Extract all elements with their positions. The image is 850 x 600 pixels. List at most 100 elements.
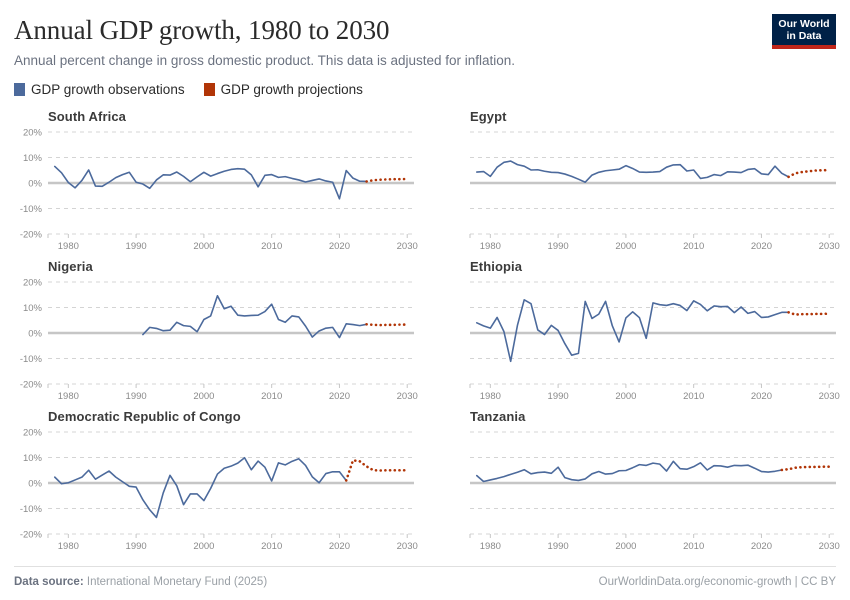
x-tick-label: 1990 [548,391,569,402]
owid-logo-line2: in Data [786,30,822,42]
y-tick-label: 20% [23,127,43,138]
chart-panel-grid: South Africa 20% 10% 0% -10% -20% 1980 1990 2000… [14,105,840,557]
y-tick-label: 0% [28,478,42,489]
projection-line [365,177,409,183]
y-tick-label: 20% [23,427,43,438]
chart-panel: Democratic Republic of Congo 20% 10% 0% -10%… [14,405,418,557]
x-tick-label: 2020 [329,391,350,402]
x-tick-label: 1980 [58,541,79,552]
x-tick-label: 2010 [683,241,704,252]
projection-line [787,311,831,316]
page-subtitle: Annual percent change in gross domestic … [14,53,516,68]
chart-footer: Data source: International Monetary Fund… [14,566,836,588]
legend-swatch-icon [14,83,25,96]
x-tick-label: 2030 [819,541,840,552]
y-tick-label: 20% [23,277,43,288]
page-title: Annual GDP growth, 1980 to 2030 [14,15,390,45]
x-tick-label: 2030 [397,541,418,552]
x-tick-label: 1980 [480,541,501,552]
x-tick-label: 2010 [683,391,704,402]
x-tick-label: 1980 [58,241,79,252]
panel-plot: 1980 1990 2000 2010 2020 2030 [469,131,840,252]
x-tick-label: 2010 [683,541,704,552]
legend-swatch-icon [203,83,215,96]
data-source: Data source: International Monetary Fund… [14,576,267,588]
x-tick-label: 2000 [193,391,214,402]
y-tick-label: -10% [20,504,43,515]
x-tick-label: 2000 [193,541,214,552]
y-tick-label: 0% [28,178,42,189]
panel-plot: 20% 10% 0% -10% -20% 1980 1990 2000 2010 2020 2030 [20,277,418,402]
x-tick-label: 2030 [819,241,840,252]
x-tick-label: 2010 [261,541,282,552]
x-tick-label: 2020 [329,241,350,252]
owid-logo-line1: Our World [778,18,830,30]
x-tick-label: 2000 [615,541,636,552]
y-tick-label: -10% [20,354,43,365]
y-tick-label: 10% [23,153,43,164]
y-tick-label: -20% [20,379,43,390]
chart-header: Annual GDP growth, 1980 to 2030 Annual p… [14,0,836,70]
chart-panel: South Africa 20% 10% 0% -10% -20% 1980 1990 2000… [14,105,418,255]
projection-line [344,458,409,482]
x-tick-label: 2030 [397,391,418,402]
x-tick-label: 2030 [397,241,418,252]
panel-title: Egypt [470,109,507,124]
x-tick-label: 2020 [329,541,350,552]
panel-title: Tanzania [470,409,526,424]
y-tick-label: -20% [20,229,43,240]
chart-panel: Ethiopia 1980 1990 2000 2010 2020 2030 [436,255,840,405]
x-tick-label: 2000 [615,241,636,252]
observation-line [53,165,368,200]
x-tick-label: 1980 [58,391,79,402]
y-tick-label: 10% [23,453,43,464]
x-tick-label: 1990 [126,391,147,402]
legend-item[interactable]: GDP growth projections [203,82,363,97]
panel-title: Ethiopia [470,259,523,274]
x-tick-label: 1980 [480,391,501,402]
y-tick-label: -20% [20,529,43,540]
legend-label: GDP growth observations [31,82,185,97]
panel-plot: 1980 1990 2000 2010 2020 2030 [469,431,840,552]
y-tick-label: -10% [20,204,43,215]
observation-line [475,299,790,363]
legend-item[interactable]: GDP growth observations [14,82,185,97]
x-tick-label: 2020 [751,241,772,252]
chart-legend: GDP growth observations GDP growth projec… [14,82,836,97]
x-tick-label: 2000 [615,391,636,402]
x-tick-label: 2010 [261,391,282,402]
chart-panel: Egypt 1980 1990 2000 2010 2020 2030 [436,105,840,255]
x-tick-label: 2020 [751,391,772,402]
projection-line [787,168,831,179]
y-tick-label: 0% [28,328,42,339]
panel-plot: 1980 1990 2000 2010 2020 2030 [469,281,840,402]
panel-title: South Africa [48,109,127,124]
x-tick-label: 1980 [480,241,501,252]
legend-label: GDP growth projections [220,82,363,97]
x-tick-label: 2000 [193,241,214,252]
owid-logo[interactable]: Our World in Data [772,14,836,49]
x-tick-label: 1990 [548,541,569,552]
x-tick-label: 2010 [261,241,282,252]
observation-line [475,160,790,184]
x-tick-label: 2020 [751,541,772,552]
chart-panel: Tanzania 1980 1990 2000 2010 2020 2030 [436,405,840,557]
projection-line [780,465,831,472]
x-tick-label: 2030 [819,391,840,402]
chart-panel: Nigeria 20% 10% 0% -10% -20% 1980 1990 2000 2010 2… [14,255,418,405]
panel-title: Democratic Republic of Congo [48,409,241,424]
x-tick-label: 1990 [126,241,147,252]
panel-plot: 20% 10% 0% -10% -20% 1980 1990 2000 2010 2020 2030 [20,127,418,252]
footer-attribution[interactable]: OurWorldinData.org/economic-growth | CC … [598,576,836,588]
observation-line [53,456,348,519]
data-source-label: Data source: [14,576,84,588]
data-source-value: International Monetary Fund (2025) [86,576,268,588]
x-tick-label: 1990 [126,541,147,552]
observation-line [142,294,368,339]
observation-line [475,460,783,483]
projection-line [365,323,409,327]
panel-plot: 20% 10% 0% -10% -20% 1980 1990 2000 2010 2020 2030 [20,427,418,552]
y-tick-label: 10% [23,303,43,314]
x-tick-label: 1990 [548,241,569,252]
